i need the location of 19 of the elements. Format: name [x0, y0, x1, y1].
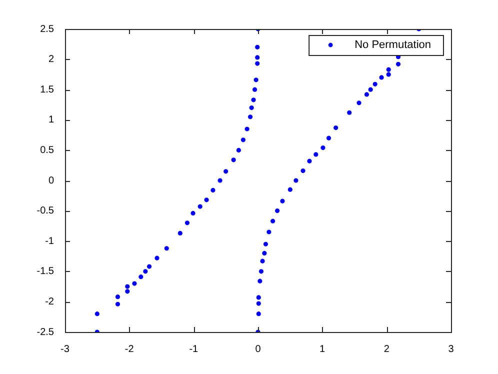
x-tick-label: 1	[320, 344, 326, 355]
legend-label: No Permutation	[354, 39, 432, 52]
x-tick-label: 3	[448, 344, 454, 355]
x-tick-label: 2	[384, 344, 390, 355]
x-tick-label: 0	[255, 344, 262, 355]
y-tick-label: -1.5	[36, 266, 54, 278]
y-tick-label: 0.5	[40, 144, 54, 156]
x-tick-label: -2	[124, 344, 134, 355]
y-tick-label: 1	[48, 114, 54, 126]
y-tick-label: 1.5	[40, 84, 54, 96]
y-tick-label: -2	[45, 296, 54, 308]
y-tick-label: 0	[48, 175, 54, 186]
y-tick-label: 2	[48, 54, 54, 66]
y-tick-label: -2.5	[36, 326, 54, 338]
y-tick-label: -0.5	[36, 206, 54, 217]
y-tick-label: 2.5	[40, 24, 54, 35]
x-tick-label: -1	[189, 344, 199, 355]
y-tick-label: -1	[45, 236, 54, 247]
x-tick-label: -3	[60, 344, 70, 355]
